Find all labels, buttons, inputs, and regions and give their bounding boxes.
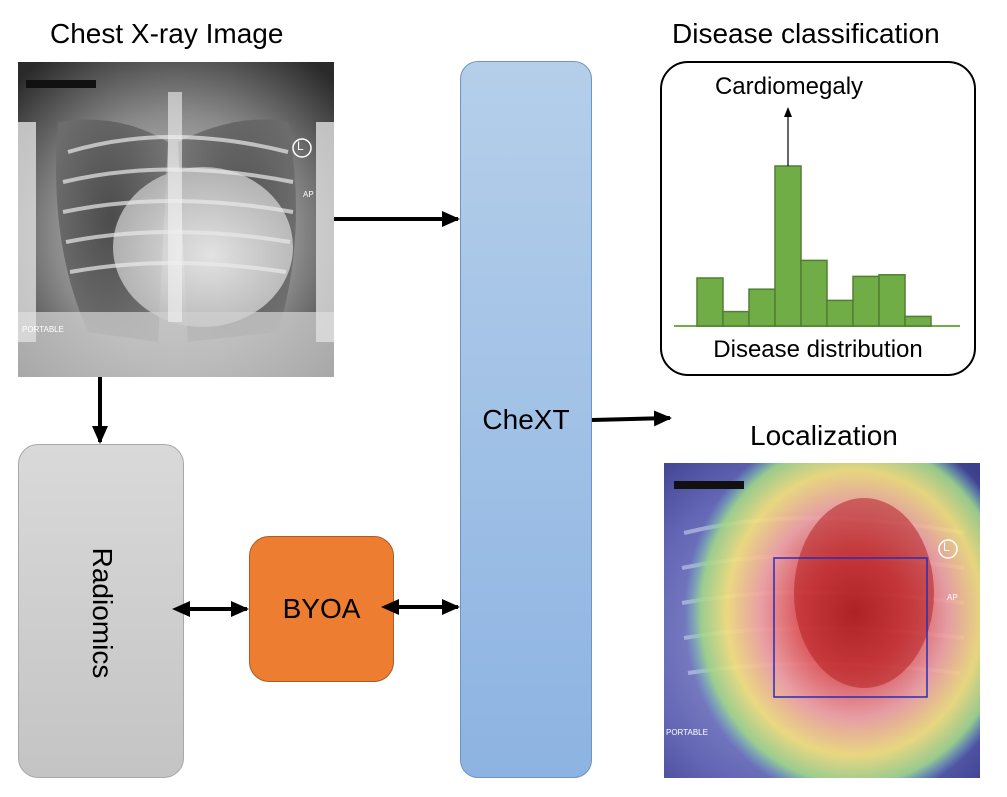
byoa-block [249, 536, 394, 682]
heatmap-portable-label: PORTABLE [666, 728, 708, 737]
radiomics-label: Radiomics [87, 547, 118, 679]
xray-portable-label: PORTABLE [22, 325, 64, 334]
histogram-bar [826, 299, 854, 327]
chext-block [460, 61, 592, 778]
histogram-bar [878, 274, 906, 327]
xray-side-marker: L [297, 139, 304, 153]
heatmap-side-marker: L [943, 540, 950, 554]
arrow-chext-to-outputs [591, 410, 672, 427]
histogram-bar [904, 315, 932, 327]
xray-graphic [18, 62, 334, 377]
histogram-bar [800, 259, 828, 327]
histogram-bar [774, 165, 802, 327]
histogram-bar [852, 275, 880, 327]
classification-title: Disease classification [672, 18, 940, 49]
radiomics-block [18, 444, 184, 778]
heatmap-ap-label: AP [947, 593, 958, 602]
xray-title: Chest X-ray Image [50, 18, 284, 49]
histogram-bar [748, 288, 776, 327]
xray-ap-label: AP [303, 190, 314, 199]
bounding-box [773, 557, 928, 698]
byoa-label: BYOA [282, 593, 361, 624]
disease-histogram [674, 107, 960, 327]
cardiomegaly-pointer-head [784, 107, 792, 117]
cardiomegaly-label: Cardiomegaly [714, 73, 864, 100]
localization-title: Localization [750, 420, 898, 451]
heatmap-graphic [664, 463, 980, 778]
distribution-label: Disease distribution [713, 336, 923, 363]
histogram-bar [722, 310, 750, 327]
histogram-bar [696, 277, 724, 327]
chest-xray-image: L AP PORTABLE [18, 62, 334, 377]
localization-heatmap-image: L AP PORTABLE [664, 463, 980, 778]
chext-label: CheXT [482, 404, 570, 435]
